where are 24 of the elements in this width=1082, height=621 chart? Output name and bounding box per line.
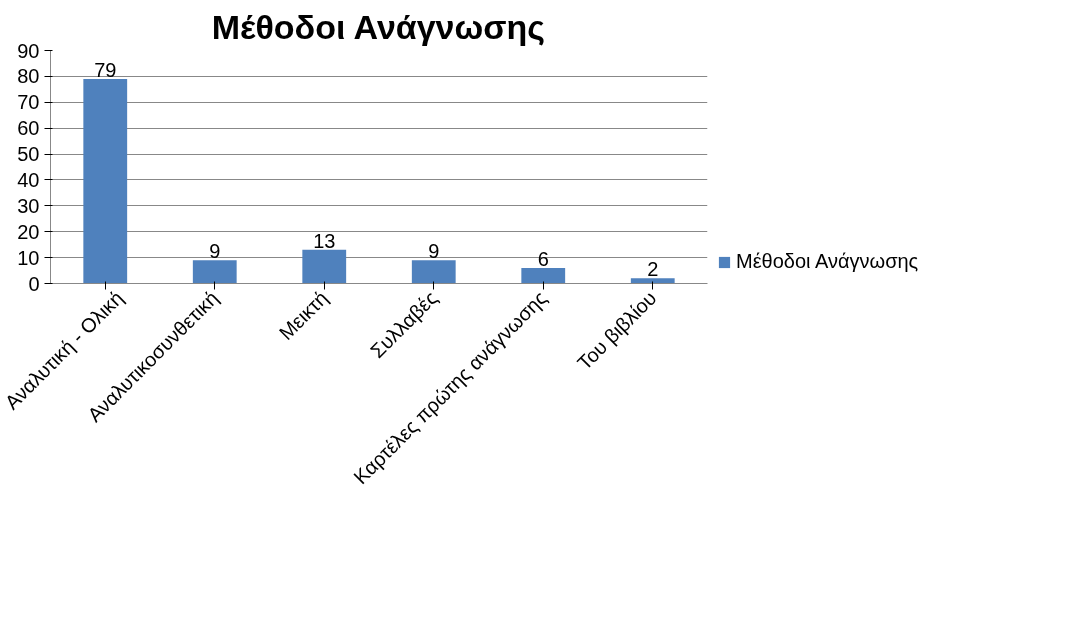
data-label: 79 bbox=[94, 58, 117, 81]
bar bbox=[192, 260, 237, 284]
bar bbox=[302, 249, 347, 284]
y-tick-label: 70 bbox=[17, 91, 40, 114]
bar bbox=[521, 267, 566, 284]
data-label: 13 bbox=[313, 229, 336, 252]
y-tick-label: 90 bbox=[17, 39, 40, 62]
bar bbox=[411, 260, 456, 284]
data-label: 9 bbox=[209, 240, 221, 263]
y-tick-label: 80 bbox=[17, 65, 40, 88]
data-label: 2 bbox=[647, 258, 659, 281]
y-tick-label: 30 bbox=[17, 194, 40, 217]
chart-title: Μέθοδοι Ανάγνωσης bbox=[211, 7, 545, 46]
legend-label: Μέθοδοι Ανάγνωσης bbox=[736, 250, 919, 273]
data-label: 9 bbox=[428, 240, 440, 263]
bar bbox=[630, 278, 675, 284]
y-tick-label: 40 bbox=[17, 168, 40, 191]
data-label: 6 bbox=[537, 247, 549, 270]
y-tick-label: 0 bbox=[28, 272, 40, 295]
y-tick-label: 20 bbox=[17, 220, 40, 243]
y-tick-label: 60 bbox=[17, 117, 40, 140]
y-tick-label: 50 bbox=[17, 143, 40, 166]
y-tick-label: 10 bbox=[17, 246, 40, 269]
bar bbox=[83, 78, 128, 284]
